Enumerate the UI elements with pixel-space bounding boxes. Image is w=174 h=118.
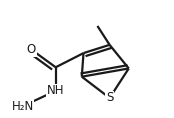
Text: NH: NH <box>47 84 64 97</box>
Text: H₂N: H₂N <box>11 100 34 113</box>
Text: S: S <box>106 91 113 104</box>
Text: O: O <box>27 43 36 56</box>
